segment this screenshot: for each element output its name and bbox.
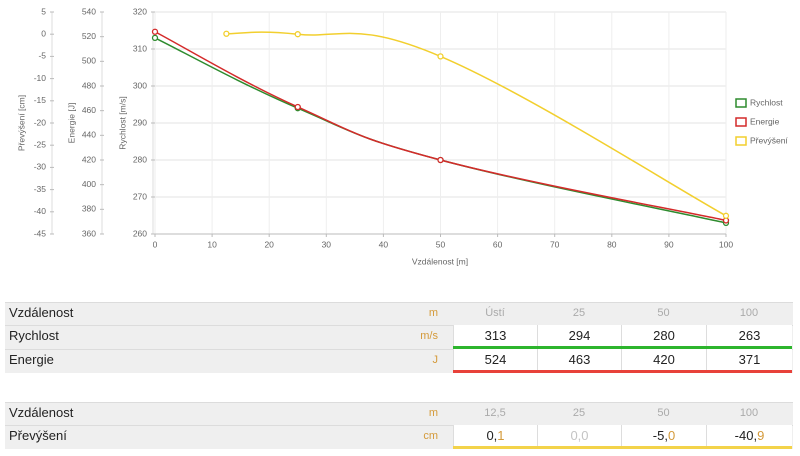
- x-tick-label: 10: [207, 239, 217, 249]
- y-tick-label: 280: [133, 154, 147, 164]
- chart: Vzdálenost [m] -45 -40 -35 -30 -25 -20 -15 -10 -…: [16, 6, 788, 266]
- y-axis-title: Převýšení [cm]: [16, 95, 26, 151]
- header-cell: 100: [739, 407, 759, 419]
- row-label: Vzdálenost: [9, 405, 74, 420]
- value-cell: 371: [706, 349, 792, 373]
- value-cell: 420: [621, 349, 706, 373]
- row-underline: [453, 370, 792, 373]
- x-axis-title: Vzdálenost [m]: [412, 256, 468, 266]
- y-tick-label: 540: [82, 6, 96, 16]
- y-tick-label: -15: [34, 95, 47, 105]
- value-cell: 0,0: [537, 425, 621, 449]
- row-unit: cm: [423, 430, 438, 442]
- y-tick-label: 320: [133, 6, 147, 16]
- header-cell: 12,5: [484, 407, 506, 419]
- point: [294, 31, 301, 38]
- y-tick-label: -40: [34, 206, 47, 216]
- header-cell: 100: [739, 307, 759, 319]
- x-tick-label: 60: [493, 239, 503, 249]
- row-label: Energie: [9, 352, 54, 367]
- legend-label: Rychlost: [750, 97, 783, 107]
- x-tick-label: 40: [379, 239, 389, 249]
- header-cell: Ústí: [485, 307, 505, 319]
- y-tick-label: -45: [34, 228, 47, 238]
- y-tick-label: -35: [34, 184, 47, 194]
- row-underline: [453, 346, 792, 349]
- y-tick-label: 0: [41, 28, 46, 38]
- row-bg: [5, 302, 793, 325]
- y-tick-label: 310: [133, 43, 147, 53]
- row-unit: m: [428, 407, 438, 419]
- header-cell: 25: [572, 407, 586, 419]
- x-tick-label: 0: [153, 239, 158, 249]
- y-tick-label: 360: [82, 228, 96, 238]
- point: [294, 103, 301, 111]
- y-tick-label: 380: [82, 204, 96, 214]
- legend-label: Energie: [750, 116, 780, 126]
- y-tick-label: -20: [34, 117, 47, 127]
- row-label: Převýšení: [9, 428, 67, 443]
- y-axis-title: Energie [J]: [66, 103, 76, 144]
- y-tick-label: 400: [82, 179, 96, 189]
- legend-label: Převýšení: [750, 135, 788, 145]
- x-tick-label: 70: [550, 239, 560, 249]
- row-unit: m: [428, 307, 438, 319]
- x-tick-label: 80: [607, 239, 617, 249]
- row-unit: m/s: [420, 330, 438, 342]
- x-tick-label: 90: [664, 239, 674, 249]
- point: [151, 28, 159, 35]
- value-cell: 524: [453, 349, 537, 373]
- value-cell: 294: [537, 325, 621, 349]
- point: [223, 30, 230, 37]
- x-tick-label: 20: [264, 239, 274, 249]
- header-cell: 50: [657, 307, 670, 319]
- row-underline: [453, 446, 792, 449]
- header-cell: 50: [657, 407, 670, 419]
- value-cell: 263: [706, 325, 792, 349]
- y-tick-label: 460: [82, 105, 96, 115]
- y-tick-label: -10: [34, 73, 47, 83]
- y-tick-label: -25: [34, 139, 47, 149]
- y-tick-label: 480: [82, 80, 96, 90]
- y-tick-label: 300: [133, 80, 147, 90]
- row-label: Vzdálenost: [9, 305, 74, 320]
- y-tick-label: -5: [38, 51, 46, 61]
- series-line: [154, 31, 727, 222]
- x-tick-label: 50: [436, 239, 446, 249]
- y-tick-label: 5: [41, 6, 46, 16]
- point: [722, 212, 730, 219]
- y-tick-label: 260: [133, 228, 147, 238]
- point: [437, 53, 444, 60]
- x-tick-label: 30: [322, 239, 332, 249]
- value-cell: 0,1: [453, 425, 537, 449]
- header-cell: 25: [572, 307, 586, 319]
- point: [437, 156, 444, 164]
- legend-swatch: [735, 117, 747, 127]
- series-line: [226, 31, 727, 217]
- value-cell: 313: [453, 325, 537, 349]
- y-tick-label: 290: [133, 117, 147, 127]
- row-bg: [5, 402, 793, 425]
- y-tick-label: 270: [133, 191, 147, 201]
- value-cell: 280: [621, 325, 706, 349]
- point: [151, 34, 159, 42]
- y-tick-label: 520: [82, 31, 96, 41]
- x-tick-label: 100: [719, 239, 733, 249]
- value-cell: -5,0: [621, 425, 706, 449]
- row-unit: J: [432, 354, 439, 366]
- y-tick-label: 500: [82, 56, 96, 66]
- legend-swatch: [735, 136, 747, 146]
- y-tick-label: 420: [82, 154, 96, 164]
- value-cell: -40,9: [706, 425, 792, 449]
- value-cell: 463: [537, 349, 621, 373]
- legend-swatch: [735, 98, 747, 108]
- row-label: Rychlost: [9, 328, 59, 343]
- y-tick-label: 440: [82, 130, 96, 140]
- y-tick-label: -30: [34, 162, 47, 172]
- y-axis-title: Rychlost [m/s]: [117, 96, 127, 149]
